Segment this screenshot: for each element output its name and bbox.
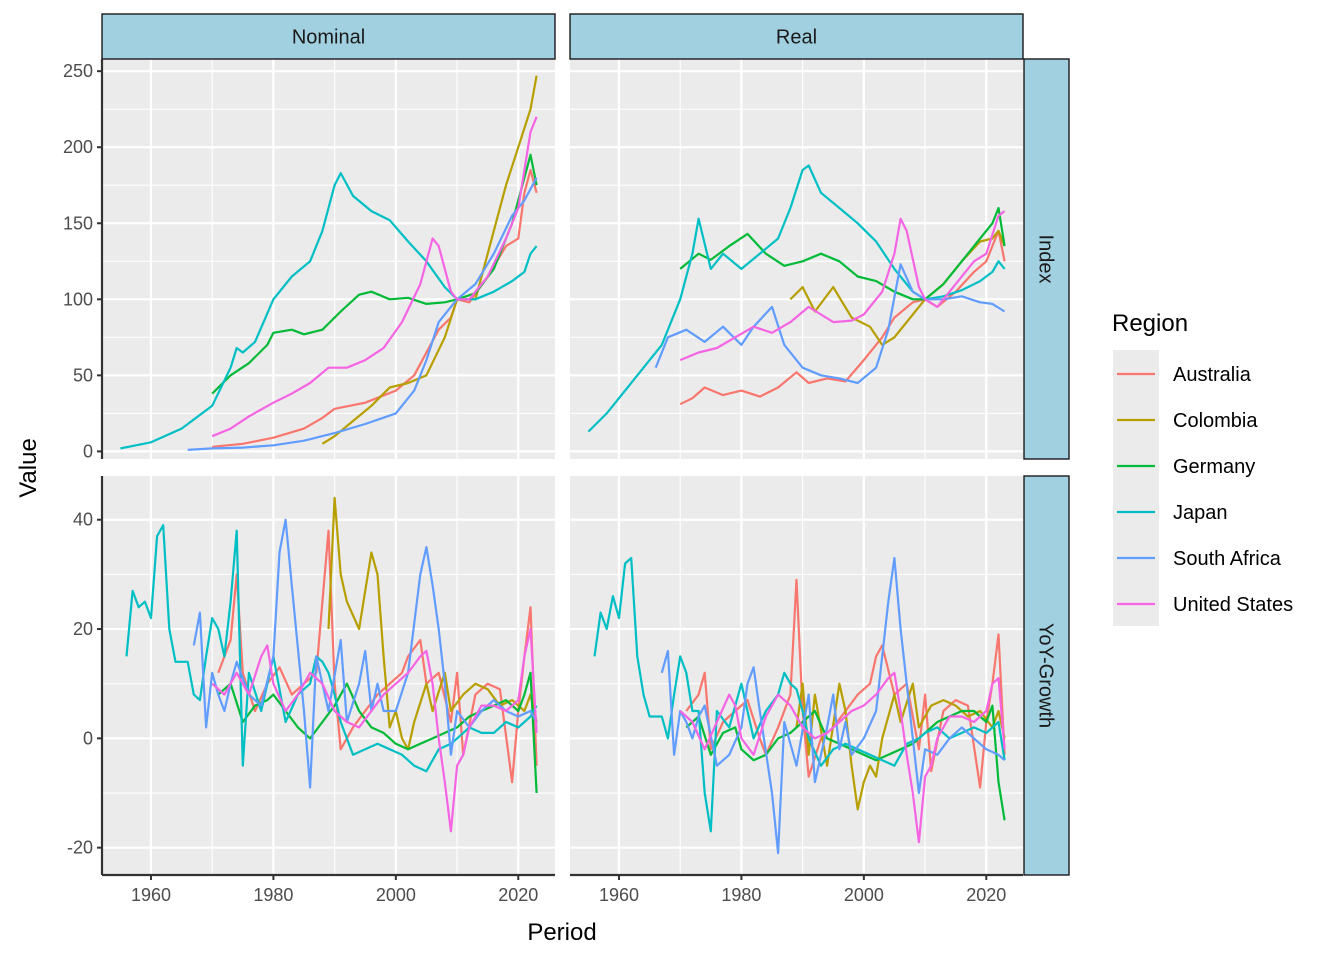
axes-layer: 0 50 100 150 200 250 -20 0 20 40 1960 1980 2000 2020 1… — [63, 59, 1023, 905]
legend-title: Region — [1112, 310, 1188, 337]
panels-layer — [102, 59, 1023, 875]
y-tick-label: 0 — [83, 728, 93, 748]
strip-label: Index — [1035, 235, 1057, 284]
legend-label: United States — [1173, 594, 1293, 616]
legend-item-colombia: Colombia — [1117, 410, 1258, 432]
strip-background — [1023, 475, 1070, 876]
series-lines — [125, 496, 538, 833]
series-line-australia — [685, 578, 1006, 789]
legend-label: South Africa — [1173, 548, 1282, 570]
x-tick-label: 1960 — [131, 885, 171, 905]
series-line-japan — [120, 172, 538, 450]
panel-nominal-yoy-growth — [102, 476, 555, 875]
legend-item-united-states: United States — [1117, 594, 1293, 616]
legend-label: Australia — [1173, 364, 1252, 386]
legend-label: Colombia — [1173, 410, 1258, 432]
x-tick-label: 1960 — [599, 885, 639, 905]
series-line-japan — [593, 556, 1006, 833]
legend-item-japan: Japan — [1117, 502, 1228, 524]
x-tick-label: 2000 — [376, 885, 416, 905]
series-line-japan — [587, 164, 1006, 433]
series-line-united-states — [211, 116, 538, 438]
series-line-australia — [217, 529, 538, 784]
series-lines — [587, 164, 1006, 433]
panel-real-yoy-growth — [570, 476, 1023, 875]
legend-label: Germany — [1173, 456, 1255, 478]
series-lines — [593, 556, 1006, 855]
strip-label: Real — [776, 27, 817, 49]
panel-background — [570, 59, 1023, 459]
panel-real-index — [570, 59, 1023, 459]
series-line-united-states — [211, 627, 538, 833]
series-line-south-africa — [654, 263, 1006, 385]
x-tick-label: 1980 — [253, 885, 293, 905]
strip-label: Nominal — [292, 27, 365, 49]
y-axis-title: Value — [15, 438, 42, 498]
series-line-colombia — [321, 75, 538, 445]
strip-background — [1023, 58, 1070, 460]
x-tick-label: 1980 — [721, 885, 761, 905]
y-tick-label: -20 — [67, 838, 93, 858]
strips-layer: Index YoY-Growth Nominal Real — [101, 13, 1070, 876]
panel-background — [102, 59, 555, 459]
x-tick-label: 2020 — [498, 885, 538, 905]
legend: Region Australia Colombia Germany Japan Sout… — [1112, 310, 1293, 626]
series-line-south-africa — [187, 177, 538, 451]
y-tick-label: 150 — [63, 213, 93, 233]
series-line-colombia — [789, 229, 1006, 346]
series-line-south-africa — [192, 518, 538, 789]
strip-index: Index — [1023, 58, 1070, 460]
series-line-united-states — [679, 210, 1006, 362]
strip-real: Real — [569, 13, 1024, 60]
x-axis-title: Period — [527, 919, 596, 946]
panel-background — [570, 476, 1023, 875]
series-line-germany — [679, 206, 1006, 301]
strip-nominal: Nominal — [101, 13, 556, 60]
y-tick-label: 20 — [73, 619, 93, 639]
y-tick-label: 200 — [63, 137, 93, 157]
x-tick-label: 2000 — [844, 885, 884, 905]
y-tick-label: 0 — [83, 441, 93, 461]
y-tick-label: 40 — [73, 510, 93, 530]
panel-nominal-index — [102, 59, 555, 459]
y-tick-label: 50 — [73, 365, 93, 385]
strip-background — [569, 13, 1024, 60]
series-lines — [120, 75, 538, 451]
series-line-united-states — [679, 671, 1006, 844]
legend-item-australia: Australia — [1117, 364, 1252, 386]
legend-item-germany: Germany — [1117, 456, 1255, 478]
legend-label: Japan — [1173, 502, 1228, 524]
y-tick-label: 100 — [63, 289, 93, 309]
legend-item-south-africa: South Africa — [1117, 548, 1282, 570]
series-line-australia — [679, 229, 1006, 406]
strip-yoy-growth: YoY-Growth — [1023, 475, 1070, 876]
x-tick-label: 2020 — [966, 885, 1006, 905]
strip-label: YoY-Growth — [1035, 623, 1057, 728]
legend-items: Australia Colombia Germany Japan South Afric… — [1117, 364, 1293, 616]
strip-background — [101, 13, 556, 60]
legend-key-background — [1113, 350, 1159, 626]
y-tick-label: 250 — [63, 61, 93, 81]
series-line-south-africa — [660, 556, 1006, 855]
series-line-colombia — [795, 682, 1006, 811]
